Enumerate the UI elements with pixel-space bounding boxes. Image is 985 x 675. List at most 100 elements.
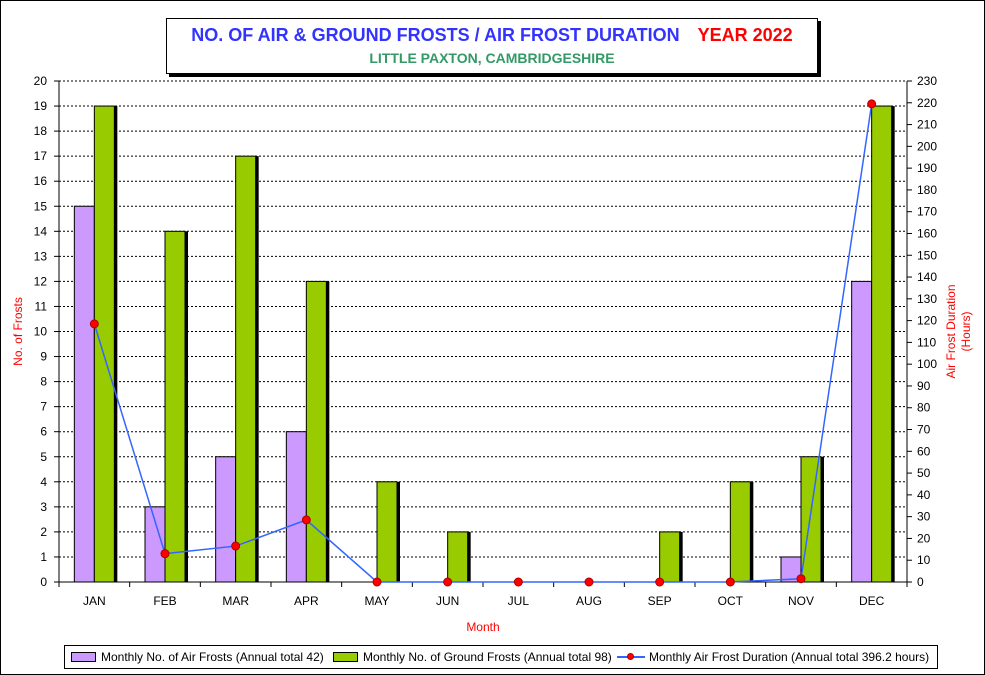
bar-ground-frosts-jan <box>93 105 115 583</box>
y-tick-label-left: 14 <box>34 224 48 238</box>
y-tick-label-right: 220 <box>917 96 937 110</box>
point-duration-jun <box>443 577 453 587</box>
legend-swatch-duration <box>617 652 645 662</box>
legend-label-ground: Monthly No. of Ground Frosts (Annual tot… <box>363 650 612 664</box>
bar-air-frosts-mar <box>215 456 237 583</box>
x-tick-label-may: MAY <box>364 594 389 608</box>
point-duration-dec <box>867 99 877 109</box>
x-tick-label-aug: AUG <box>576 594 602 608</box>
y-tick-label-right: 110 <box>917 335 936 349</box>
y-tick-label-right: 0 <box>917 575 924 589</box>
y-tick-label-right: 180 <box>917 183 937 197</box>
y-tick-label-left: 11 <box>35 299 48 313</box>
y-tick-label-right: 40 <box>917 488 931 502</box>
y-tick-label-right: 160 <box>917 226 937 240</box>
y-tick-label-right: 140 <box>917 270 937 284</box>
point-duration-oct <box>725 577 735 587</box>
y-tick-label-left: 4 <box>40 475 47 489</box>
legend-swatch-ground <box>333 652 358 662</box>
bar-air-frosts-apr <box>285 431 307 583</box>
x-tick-label-sep: SEP <box>648 594 672 608</box>
legend-item-air-frosts: Monthly No. of Air Frosts (Annual total … <box>71 650 324 664</box>
title-main: NO. OF AIR & GROUND FROSTS / AIR FROST D… <box>191 25 680 45</box>
y-tick-label-left: 20 <box>34 74 48 88</box>
bar-ground-frosts-jun <box>447 531 469 583</box>
y-tick-label-left: 0 <box>40 575 47 589</box>
y-tick-label-left: 2 <box>40 525 47 539</box>
y-tick-label-left: 7 <box>40 400 47 414</box>
point-duration-jan <box>89 319 99 329</box>
y-tick-label-left: 17 <box>34 149 48 163</box>
bar-ground-frosts-oct <box>729 481 751 583</box>
x-tick-label-oct: OCT <box>718 594 744 608</box>
y-tick-label-left: 16 <box>34 174 48 188</box>
bar-ground-frosts-sep <box>659 531 681 583</box>
x-tick-label-jun: JUN <box>436 594 459 608</box>
point-duration-apr <box>301 515 311 525</box>
legend-label-duration: Monthly Air Frost Duration (Annual total… <box>649 650 930 664</box>
y-tick-label-right: 50 <box>917 466 931 480</box>
y-tick-label-left: 8 <box>40 375 47 389</box>
x-tick-label-jul: JUL <box>508 594 530 608</box>
bar-air-frosts-jan <box>73 205 95 583</box>
y-tick-label-right: 170 <box>917 205 937 219</box>
point-duration-sep <box>655 577 665 587</box>
y-tick-label-left: 5 <box>40 450 47 464</box>
y-tick-label-right: 30 <box>917 510 931 524</box>
point-duration-mar <box>231 541 241 551</box>
y-tick-label-left: 3 <box>40 500 47 514</box>
y-tick-label-right: 150 <box>917 248 937 262</box>
chart-title: NO. OF AIR & GROUND FROSTS / AIR FROST D… <box>167 25 817 46</box>
point-duration-aug <box>584 577 594 587</box>
bar-ground-frosts-apr <box>305 280 327 583</box>
y-tick-label-right: 120 <box>917 314 937 328</box>
y-tick-label-right: 80 <box>917 401 931 415</box>
x-axis-title: Month <box>466 620 499 634</box>
bar-ground-frosts-mar <box>235 155 257 583</box>
y-tick-label-left: 13 <box>34 249 48 263</box>
y-tick-label-left: 15 <box>34 199 48 213</box>
y-tick-label-right: 60 <box>917 444 931 458</box>
y-axis-title-right-line2: (Hours) <box>959 311 973 351</box>
legend-label-air: Monthly No. of Air Frosts (Annual total … <box>101 650 324 664</box>
y-axis-title-left: No. of Frosts <box>11 297 25 366</box>
x-tick-label-nov: NOV <box>788 594 814 608</box>
y-tick-label-right: 20 <box>917 531 931 545</box>
y-tick-label-left: 10 <box>34 325 48 339</box>
x-tick-label-mar: MAR <box>222 594 249 608</box>
y-tick-label-right: 90 <box>917 379 931 393</box>
x-tick-label-apr: APR <box>294 594 319 608</box>
legend-item-ground-frosts: Monthly No. of Ground Frosts (Annual tot… <box>333 650 612 664</box>
y-tick-label-left: 1 <box>40 550 47 564</box>
y-tick-label-right: 70 <box>917 423 931 437</box>
y-tick-label-right: 200 <box>917 139 937 153</box>
line-air-frost-duration <box>93 103 873 583</box>
y-tick-label-left: 18 <box>34 124 48 138</box>
bar-ground-frosts-dec <box>871 105 893 583</box>
y-tick-label-right: 210 <box>917 118 937 132</box>
legend-swatch-air <box>71 652 96 662</box>
x-tick-label-feb: FEB <box>153 594 176 608</box>
y-tick-label-right: 100 <box>917 357 937 371</box>
y-axis-title-right-line1: Air Frost Duration <box>944 284 958 378</box>
legend: Monthly No. of Air Frosts (Annual total … <box>64 645 938 669</box>
point-duration-feb <box>160 549 170 559</box>
title-year: YEAR 2022 <box>697 25 793 45</box>
y-tick-label-right: 190 <box>917 161 937 175</box>
point-duration-may <box>372 577 382 587</box>
bar-ground-frosts-feb <box>164 230 186 583</box>
legend-item-duration: Monthly Air Frost Duration (Annual total… <box>617 650 929 664</box>
chart-subtitle: LITTLE PAXTON, CAMBRIDGESHIRE <box>369 50 615 66</box>
x-tick-label-jan: JAN <box>83 594 106 608</box>
point-duration-jul <box>513 577 523 587</box>
y-tick-label-right: 230 <box>917 74 937 88</box>
y-tick-label-left: 19 <box>34 99 48 113</box>
point-duration-nov <box>796 574 806 584</box>
title-box: NO. OF AIR & GROUND FROSTS / AIR FROST D… <box>166 18 818 74</box>
y-tick-label-left: 12 <box>34 274 48 288</box>
x-tick-label-dec: DEC <box>859 594 885 608</box>
bar-ground-frosts-may <box>376 481 398 583</box>
y-tick-label-right: 10 <box>917 553 931 567</box>
y-tick-label-right: 130 <box>917 292 937 306</box>
